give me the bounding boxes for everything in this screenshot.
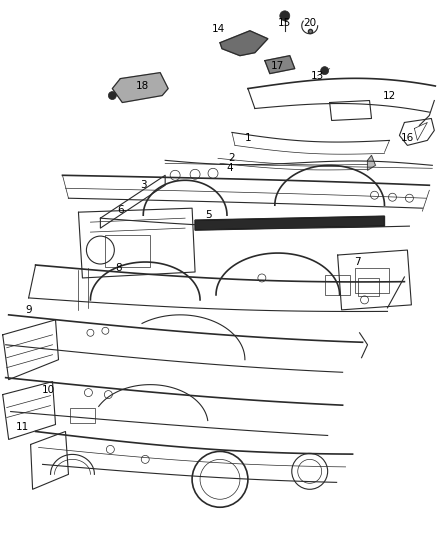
Text: 4: 4 [226, 163, 233, 173]
Polygon shape [194, 216, 384, 230]
Text: 1: 1 [244, 133, 251, 143]
Text: 14: 14 [211, 24, 224, 34]
Text: 6: 6 [117, 205, 124, 215]
Bar [357, 278, 378, 296]
Polygon shape [367, 155, 374, 171]
Text: 8: 8 [115, 263, 121, 273]
Circle shape [108, 92, 116, 100]
Polygon shape [112, 72, 168, 102]
Text: 18: 18 [135, 80, 148, 91]
Circle shape [320, 67, 328, 75]
Text: 3: 3 [140, 180, 146, 190]
Polygon shape [264, 55, 294, 74]
Text: 20: 20 [303, 18, 315, 28]
Bar [354, 268, 389, 293]
Text: 12: 12 [382, 91, 395, 101]
Text: 2: 2 [228, 154, 235, 163]
Text: 10: 10 [42, 385, 55, 394]
Text: 17: 17 [271, 61, 284, 71]
Polygon shape [219, 31, 267, 55]
Bar [71, 408, 95, 423]
Circle shape [279, 11, 289, 21]
Text: 9: 9 [25, 305, 32, 315]
Text: 11: 11 [16, 423, 29, 432]
Text: 5: 5 [204, 210, 211, 220]
Bar [105, 235, 150, 267]
Text: 7: 7 [353, 257, 360, 267]
Bar [324, 275, 349, 295]
Text: 15: 15 [278, 18, 291, 28]
Text: 13: 13 [311, 70, 324, 80]
Text: 16: 16 [400, 133, 413, 143]
